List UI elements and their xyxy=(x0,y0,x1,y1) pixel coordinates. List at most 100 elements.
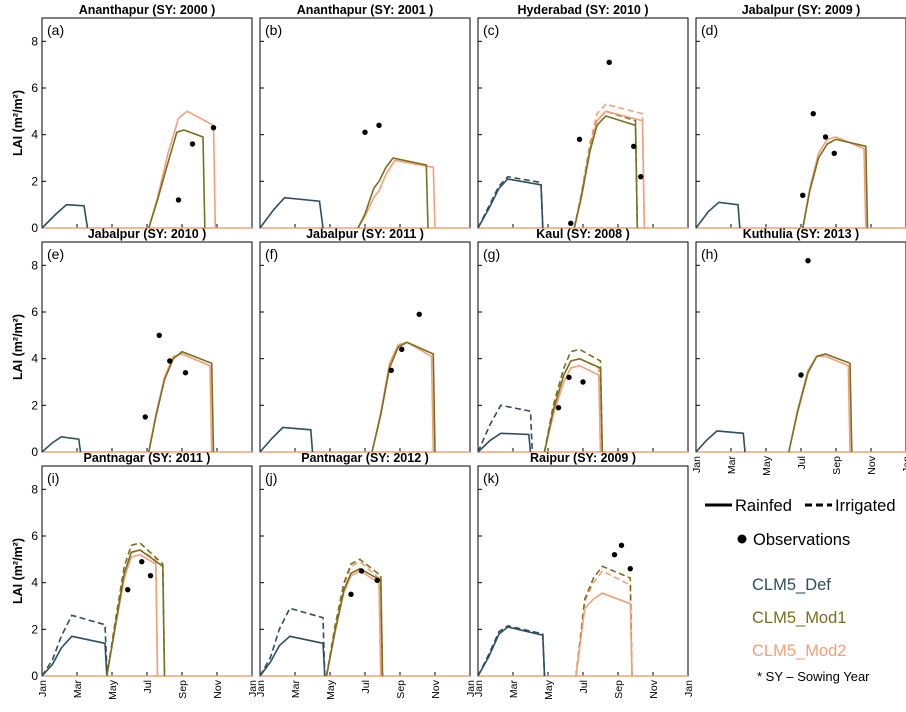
axes-frame xyxy=(259,17,471,229)
observation-point xyxy=(631,143,637,150)
y-tick-label: 0 xyxy=(31,445,38,459)
series-line-mod2-rainfed xyxy=(575,592,633,677)
series-line-def-rainfed xyxy=(477,626,546,677)
x-tick-label: Mar xyxy=(290,680,302,699)
panel-label: (a) xyxy=(47,22,64,38)
series-line-def-rainfed xyxy=(695,201,741,229)
x-tick-label: Nov xyxy=(866,455,878,474)
legend-sowing-year-note: * SY – Sowing Year xyxy=(757,669,870,684)
series-line-mod2-rainfed xyxy=(371,341,435,453)
x-tick-label: Sep xyxy=(831,456,843,475)
observation-point xyxy=(182,369,189,376)
observation-point xyxy=(358,568,365,574)
x-tick-label: Mar xyxy=(72,680,84,699)
legend-observation-marker xyxy=(737,534,747,544)
axes-frame xyxy=(477,17,689,229)
panel-title: Jabalpur (SY: 2009 ) xyxy=(742,3,861,17)
panel-label: (d) xyxy=(701,22,718,38)
series-line-mod1-rainfed xyxy=(543,357,604,453)
panel-title: Ananthapur (SY: 2000 ) xyxy=(79,3,216,17)
series-line-def-rainfed xyxy=(259,635,326,677)
axes-frame xyxy=(477,241,689,453)
legend-rainfed-label: Rainfed xyxy=(735,497,792,515)
y-tick-label: 4 xyxy=(31,352,38,366)
x-tick-label: Mar xyxy=(508,680,520,699)
y-tick-label: 8 xyxy=(31,482,38,496)
panel-h: Jan Mar May Jul Sep Nov Jan (h) Kuthulia (SY: 20… xyxy=(691,227,906,476)
series-line-mod2-rainfed xyxy=(106,553,159,677)
observation-point xyxy=(798,372,804,378)
y-tick-label: 8 xyxy=(31,34,38,48)
x-tick-label: Jul xyxy=(360,680,372,693)
panel-title: Kuthulia (SY: 2013 ) xyxy=(743,227,859,241)
series-line-mod2-rainfed xyxy=(325,570,382,677)
x-tick-label: Nov xyxy=(648,679,660,698)
x-tick-label: May xyxy=(543,679,555,700)
observation-point xyxy=(638,173,644,180)
observation-point xyxy=(388,367,394,374)
series-line-def-irrigated xyxy=(477,624,546,677)
x-tick-label: Mar xyxy=(726,456,738,475)
observation-point xyxy=(822,134,829,140)
panel-d: (d) Jabalpur (SY: 2009 ) xyxy=(695,3,906,229)
observation-point xyxy=(362,129,368,136)
observation-point xyxy=(348,591,354,598)
observation-point xyxy=(555,404,562,411)
x-tick-label: Jan xyxy=(465,680,477,697)
observation-point xyxy=(566,374,572,381)
series-line-mod1-irrigated xyxy=(106,542,166,677)
series-line-def-rainfed xyxy=(695,430,746,453)
x-tick-label: Jan xyxy=(901,456,906,473)
panel-title: Ananthapur (SY: 2001 ) xyxy=(297,3,434,17)
series-line-def-rainfed xyxy=(259,196,324,229)
y-axis-label: LAI (m²/m²) xyxy=(11,538,25,604)
legend-series-mod2: CLM5_Mod2 xyxy=(752,642,846,660)
panel-title: Raipur (SY: 2009 ) xyxy=(530,451,636,465)
series-line-mod1-rainfed xyxy=(371,341,436,453)
observation-point xyxy=(800,192,806,199)
x-tick-label: Jan xyxy=(691,456,703,473)
y-axis-label: LAI (m²/m²) xyxy=(11,90,25,156)
observation-point xyxy=(611,551,618,558)
x-tick-label: Nov xyxy=(430,679,442,698)
panel-f: (f) Jabalpur (SY: 2011 ) xyxy=(259,227,471,453)
observation-point xyxy=(156,332,162,339)
series-line-def-rainfed xyxy=(259,426,314,453)
x-tick-label: Sep xyxy=(395,680,407,699)
panel-label: (k) xyxy=(483,470,499,486)
observation-point xyxy=(374,577,380,584)
panel-title: Jabalpur (SY: 2010 ) xyxy=(88,227,207,241)
x-tick-label: Sep xyxy=(177,680,189,699)
series-line-mod1-rainfed xyxy=(788,353,853,453)
observation-point xyxy=(576,136,583,143)
axes-frame xyxy=(41,241,253,453)
series-line-mod1-irrigated xyxy=(575,565,633,677)
panel-label: (j) xyxy=(265,470,277,486)
x-tick-label: Jul xyxy=(142,680,154,693)
series-line-mod1-rainfed xyxy=(357,157,429,229)
y-tick-label: 2 xyxy=(31,622,38,636)
series-line-mod2-irrigated xyxy=(543,357,602,453)
series-line-def-irrigated xyxy=(41,614,108,677)
series-line-mod1-rainfed xyxy=(573,115,639,229)
observation-point xyxy=(147,572,154,579)
series-line-mod1-rainfed xyxy=(106,549,166,677)
panel-a: 0 2 4 6 8 (a) Ananthapur (SY: 2000 ) LAI (m²/m²… xyxy=(11,3,253,235)
legend-irrigated-label: Irrigated xyxy=(835,497,896,515)
y-tick-label: 4 xyxy=(31,576,38,590)
series-line-mod1-rainfed xyxy=(802,138,869,229)
x-tick-label: May xyxy=(107,679,119,700)
observation-point xyxy=(142,414,148,420)
panel-label: (b) xyxy=(265,22,282,38)
panel-j: Jan Mar May Jul Sep Nov Jan (j) Pantnagar (SY: 2… xyxy=(255,451,477,700)
x-tick-label: Jan xyxy=(37,680,49,697)
x-tick-label: Jan xyxy=(247,680,259,697)
y-tick-label: 6 xyxy=(31,305,38,319)
series-line-def-irrigated xyxy=(477,404,534,453)
legend-series-mod1: CLM5_Mod1 xyxy=(752,609,846,627)
y-tick-label: 4 xyxy=(31,128,38,142)
series-line-mod1-rainfed xyxy=(325,567,384,677)
panel-label: (g) xyxy=(483,246,500,262)
observation-point xyxy=(627,565,633,572)
